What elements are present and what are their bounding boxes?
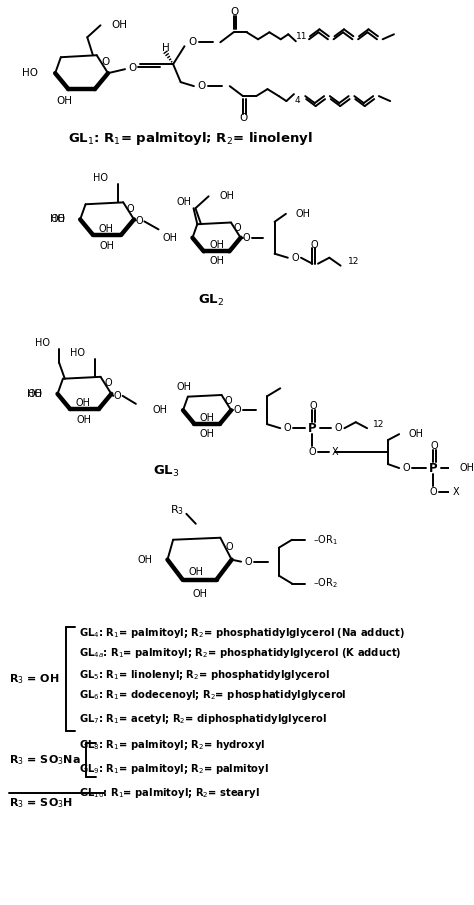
Text: O: O [240, 113, 248, 123]
Text: O: O [284, 424, 292, 433]
Text: 4: 4 [295, 96, 301, 105]
Text: GL$_{4a}$: R$_1$= palmitoyl; R$_2$= phosphatidylglycerol (K adduct): GL$_{4a}$: R$_1$= palmitoyl; R$_2$= phos… [79, 646, 401, 661]
Text: X: X [453, 487, 459, 497]
Text: HO: HO [35, 338, 50, 348]
Text: OH: OH [200, 413, 215, 423]
Text: GL$_3$: GL$_3$ [153, 464, 180, 480]
Text: R$_3$ = OH: R$_3$ = OH [9, 672, 60, 686]
Text: HO: HO [27, 389, 43, 399]
Text: R$_3$ = SO$_3$H: R$_3$ = SO$_3$H [9, 796, 73, 810]
Text: O: O [230, 7, 238, 17]
Text: GL$_{10}$: R$_1$= palmitoyl; R$_2$= stearyl: GL$_{10}$: R$_1$= palmitoyl; R$_2$= stea… [79, 786, 260, 800]
Text: O: O [136, 216, 144, 226]
Text: O: O [245, 557, 253, 567]
Text: GL$_9$: R$_1$= palmitoyl; R$_2$= palmitoyl: GL$_9$: R$_1$= palmitoyl; R$_2$= palmito… [79, 762, 269, 776]
Text: P: P [308, 422, 317, 434]
Text: OH: OH [76, 398, 91, 408]
Text: OH: OH [188, 567, 203, 576]
Text: OH: OH [137, 555, 152, 565]
Text: O: O [128, 63, 137, 73]
Text: 11: 11 [296, 32, 307, 41]
Text: OH: OH [50, 214, 65, 224]
Text: –OR$_1$: –OR$_1$ [313, 533, 338, 547]
Text: OH: OH [220, 191, 235, 201]
Text: OH: OH [100, 241, 115, 251]
Text: R$_3$: R$_3$ [170, 503, 184, 517]
Text: HO: HO [22, 68, 38, 78]
Text: O: O [113, 391, 121, 401]
Text: GL$_8$: R$_1$= palmitoyl; R$_2$= hydroxyl: GL$_8$: R$_1$= palmitoyl; R$_2$= hydroxy… [79, 738, 265, 752]
Text: R$_3$ = SO$_3$Na: R$_3$ = SO$_3$Na [9, 753, 81, 767]
Text: X: X [332, 447, 338, 457]
Text: GL$_1$: R$_1$= palmitoyl; R$_2$= linolenyl: GL$_1$: R$_1$= palmitoyl; R$_2$= linolen… [68, 130, 312, 148]
Text: 12: 12 [373, 420, 384, 429]
Text: HO: HO [50, 214, 65, 224]
Text: OH: OH [295, 209, 310, 219]
Text: OH: OH [209, 256, 224, 266]
Text: OH: OH [163, 233, 177, 243]
Text: O: O [127, 204, 134, 214]
Text: GL$_2$: GL$_2$ [198, 293, 224, 308]
Text: O: O [104, 378, 112, 388]
Text: O: O [188, 37, 196, 47]
Text: O: O [403, 463, 410, 473]
Text: OH: OH [56, 96, 73, 106]
Text: O: O [310, 401, 317, 411]
Text: OH: OH [177, 382, 191, 392]
Text: O: O [430, 441, 438, 451]
Text: GL$_7$: R$_1$= acetyl; R$_2$= diphosphatidylglycerol: GL$_7$: R$_1$= acetyl; R$_2$= diphosphat… [79, 712, 327, 726]
Text: GL$_4$: R$_1$= palmitoyl; R$_2$= phosphatidylglycerol (Na adduct): GL$_4$: R$_1$= palmitoyl; R$_2$= phospha… [79, 626, 404, 641]
Text: O: O [310, 240, 318, 250]
Text: OH: OH [153, 405, 168, 415]
Text: OH: OH [409, 429, 424, 439]
Text: –OR$_2$: –OR$_2$ [313, 576, 338, 590]
Text: O: O [225, 395, 232, 405]
Text: OH: OH [460, 463, 474, 473]
Text: H: H [162, 43, 170, 53]
Text: P: P [429, 462, 438, 474]
Text: O: O [234, 224, 241, 233]
Text: OH: OH [177, 197, 191, 207]
Text: O: O [309, 447, 316, 457]
Text: O: O [429, 487, 437, 497]
Text: HO: HO [71, 348, 85, 357]
Text: O: O [292, 252, 299, 262]
Text: GL$_6$: R$_1$= dodecenoyl; R$_2$= phosphatidylglycerol: GL$_6$: R$_1$= dodecenoyl; R$_2$= phosph… [79, 689, 346, 702]
Text: OH: OH [112, 20, 128, 30]
Text: O: O [197, 81, 206, 91]
Text: O: O [101, 57, 109, 67]
Text: OH: OH [77, 415, 92, 425]
Text: OH: OH [99, 224, 113, 233]
Text: OH: OH [27, 389, 43, 399]
Text: O: O [335, 424, 343, 433]
Text: HO: HO [93, 174, 108, 184]
Text: OH: OH [210, 241, 224, 251]
Text: GL$_5$: R$_1$= linolenyl; R$_2$= phosphatidylglycerol: GL$_5$: R$_1$= linolenyl; R$_2$= phospha… [79, 668, 330, 682]
Text: O: O [233, 405, 241, 415]
Text: 12: 12 [348, 257, 360, 266]
Text: OH: OH [192, 588, 207, 598]
Text: OH: OH [200, 429, 215, 439]
Text: O: O [225, 542, 233, 552]
Text: O: O [243, 233, 250, 243]
